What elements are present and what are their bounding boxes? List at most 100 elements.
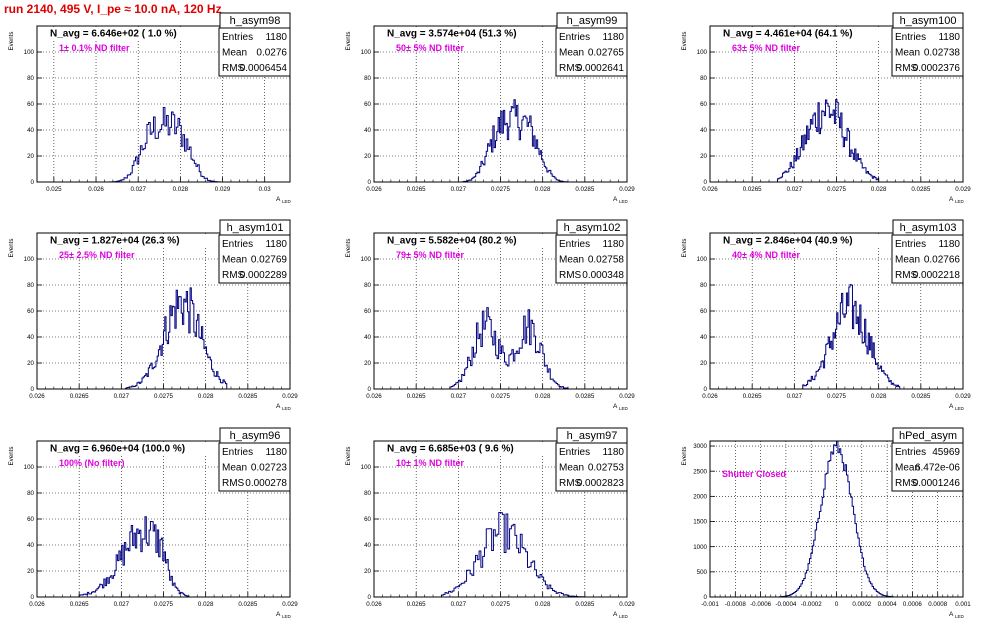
stats-label-mean: Mean: [559, 463, 584, 474]
stats-box: [891, 442, 964, 492]
x-tick-label: 0.0275: [827, 186, 846, 193]
x-tick-label: 0.0006: [903, 601, 922, 608]
x-axis-subscript: LED: [619, 406, 629, 411]
x-tick-label: -0.0002: [801, 601, 823, 608]
y-tick-label: 80: [27, 490, 34, 497]
y-tick-label: 100: [24, 256, 35, 263]
x-axis-title: A: [276, 403, 281, 410]
y-tick-label: 100: [697, 256, 708, 263]
filter-label: 40± 4% ND filter: [732, 250, 800, 260]
x-tick-label: 0.0265: [407, 393, 426, 400]
stats-box: [555, 442, 628, 492]
stats-label-entries: Entries: [559, 239, 590, 250]
filter-label: Shutter Closed: [722, 469, 786, 479]
stats-label-mean: Mean: [559, 48, 584, 59]
x-tick-label: 0.028: [198, 393, 214, 400]
y-tick-label: 3000: [693, 443, 707, 450]
stats-label-mean: Mean: [895, 463, 920, 474]
stats-value-mean: 0.02766: [924, 255, 961, 266]
y-tick-label: 20: [700, 153, 707, 160]
x-tick-label: 0.03: [259, 186, 272, 193]
stats-label-rms: RMS: [559, 478, 582, 489]
stats-label-entries: Entries: [895, 447, 926, 458]
stats-value-entries: 45969: [932, 447, 960, 458]
x-tick-label: 0.0285: [238, 601, 257, 608]
x-axis-subscript: LED: [619, 614, 629, 619]
y-tick-label: 60: [364, 308, 371, 315]
y-tick-label: 40: [27, 127, 34, 134]
y-tick-label: 0: [31, 179, 35, 186]
x-tick-label: 0.028: [535, 601, 551, 608]
y-tick-label: 1000: [693, 544, 707, 551]
y-tick-label: 80: [700, 75, 707, 82]
stats-title: h_asym102: [564, 222, 621, 234]
stats-title: h_asym96: [230, 430, 281, 442]
x-tick-label: 0.0275: [154, 601, 173, 608]
avg-label: N_avg = 5.582e+04 (80.2 %): [387, 236, 517, 247]
stats-label-rms: RMS: [895, 478, 918, 489]
stats-value-entries: 1180: [602, 239, 624, 250]
stats-value-mean: 0.02738: [924, 48, 961, 59]
y-tick-label: 80: [27, 75, 34, 82]
stats-label-entries: Entries: [222, 447, 253, 458]
stats-label-mean: Mean: [222, 463, 247, 474]
x-tick-label: 0.0285: [911, 393, 930, 400]
y-tick-label: 100: [361, 256, 372, 263]
x-axis-subscript: LED: [955, 614, 965, 619]
stats-label-rms: RMS: [222, 478, 245, 489]
y-tick-label: 100: [361, 464, 372, 471]
y-tick-label: 40: [27, 334, 34, 341]
avg-label: N_avg = 6.685e+03 ( 9.6 %): [387, 444, 514, 455]
x-axis-title: A: [613, 611, 618, 618]
stats-label-mean: Mean: [895, 48, 920, 59]
x-tick-label: 0.029: [619, 601, 635, 608]
filter-label: 50± 5% ND filter: [396, 43, 464, 53]
x-tick-label: 0.028: [871, 393, 887, 400]
filter-label: 25± 2.5% ND filter: [59, 250, 135, 260]
x-tick-label: -0.001: [701, 601, 719, 608]
x-tick-label: 0.029: [955, 186, 971, 193]
stats-title: h_asym100: [900, 15, 957, 27]
x-tick-label: 0.0275: [491, 393, 510, 400]
x-tick-label: 0.028: [198, 601, 214, 608]
x-axis-subscript: LED: [282, 614, 292, 619]
x-axis-subscript: LED: [282, 199, 292, 204]
histogram-line: [125, 287, 228, 389]
y-tick-label: 0: [31, 386, 35, 393]
stats-value-mean: 0.02769: [251, 255, 288, 266]
x-tick-label: 0.026: [366, 601, 382, 608]
y-axis-title: Events: [8, 447, 15, 466]
stats-value-rms: 0.0006454: [240, 63, 288, 74]
x-tick-label: 0.0002: [852, 601, 871, 608]
y-tick-label: 0: [368, 386, 372, 393]
histogram-line: [103, 107, 236, 183]
x-tick-label: 0.027: [114, 393, 130, 400]
y-tick-label: 60: [700, 101, 707, 108]
y-tick-label: 1500: [693, 519, 707, 526]
x-axis-title: A: [949, 611, 954, 618]
stats-value-entries: 1180: [602, 32, 624, 43]
stats-box: [218, 234, 291, 284]
avg-label: N_avg = 6.960e+04 (100.0 %): [50, 444, 185, 455]
avg-label-bg: [711, 27, 890, 40]
y-tick-label: 60: [364, 101, 371, 108]
x-tick-label: -0.0008: [725, 601, 747, 608]
stats-label-rms: RMS: [559, 270, 582, 281]
y-tick-label: 20: [364, 360, 371, 367]
stats-title: h_asym97: [567, 430, 618, 442]
x-tick-label: 0.029: [215, 186, 231, 193]
x-tick-label: 0.027: [130, 186, 146, 193]
y-tick-label: 20: [364, 153, 371, 160]
x-tick-label: 0.027: [114, 601, 130, 608]
filter-label: 63± 5% ND filter: [732, 43, 800, 53]
y-axis-title: Events: [345, 447, 352, 466]
avg-label: N_avg = 6.646e+02 ( 1.0 %): [50, 29, 177, 40]
y-tick-label: 0: [31, 594, 35, 601]
y-tick-label: 60: [27, 516, 34, 523]
run-title: run 2140, 495 V, I_pe ≈ 10.0 nA, 120 Hz: [4, 2, 222, 16]
x-tick-label: 0.029: [955, 393, 971, 400]
stats-box: [555, 27, 628, 77]
x-tick-label: 0.027: [451, 186, 467, 193]
stats-value-entries: 1180: [602, 447, 624, 458]
x-tick-label: 0.029: [619, 393, 635, 400]
